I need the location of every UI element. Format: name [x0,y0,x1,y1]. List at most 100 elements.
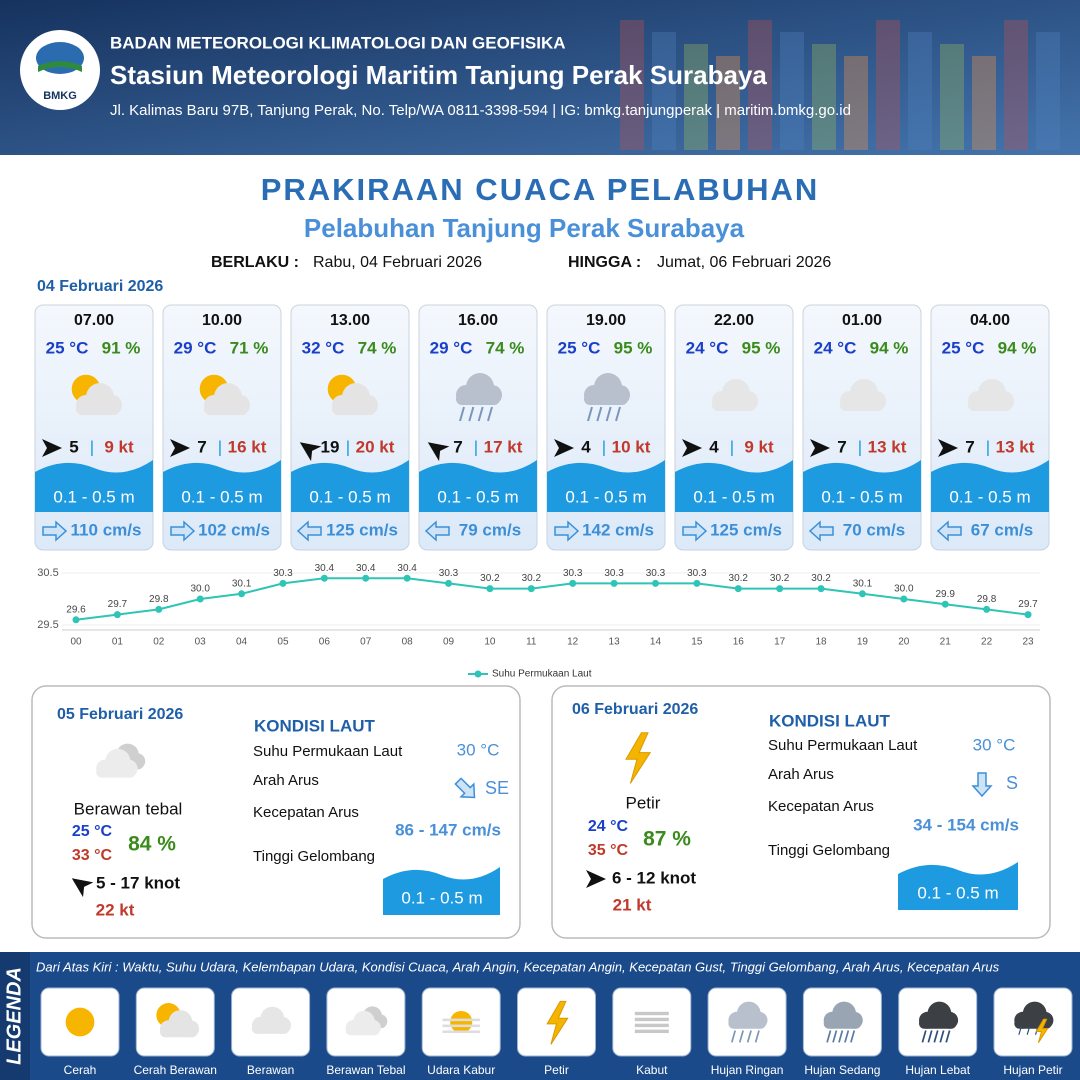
weather-icon [71,374,122,415]
legend-description: Dari Atas Kiri : Waktu, Suhu Udara, Kele… [36,959,1000,974]
rain [850,1030,856,1043]
current-speed: 142 cm/s [582,520,654,539]
wave [547,460,665,512]
separator: | [602,437,606,456]
separator: | [474,437,478,456]
data-point [445,579,453,587]
date: 04 Februari 2026 [37,278,163,295]
weather-icon [96,743,146,778]
time: 10.00 [202,312,242,329]
weather-icon [584,373,630,422]
humidity: 71 % [230,338,269,357]
wind-range: 5 - 17 knot [96,873,180,892]
data-point [610,579,618,587]
wind-arrow [71,878,94,898]
sun [65,1007,95,1037]
temperature: 29 °C [430,338,473,357]
current-arrow [936,520,962,542]
header-deco [1004,20,1028,150]
temp-max: 33 °C [72,847,113,864]
sea-label: Tinggi Gelombang [768,842,890,859]
cloud [251,1023,290,1034]
sea-label: Suhu Permukaan Laut [768,737,918,754]
data-point [527,585,535,593]
current-arrow [170,520,196,542]
value-label: 29.8 [977,594,997,605]
current-arrow [454,777,476,799]
wind-arrow [554,439,574,457]
rain [844,1030,850,1043]
x-tick-label: 18 [815,637,827,648]
legend-item: Hujan Petir [1003,1063,1062,1077]
value-label: 30.2 [522,573,542,584]
wind-arrow [682,439,702,457]
weather-icon [345,1006,388,1036]
data-point [238,590,246,598]
data-point [72,616,80,624]
rain [945,1030,951,1043]
rain [838,1030,844,1043]
header-deco [652,32,676,150]
cloud [456,393,500,405]
value-label: 30.3 [273,568,293,579]
wind-range: 6 - 12 knot [612,868,696,887]
validity-label: BERLAKU : [211,254,299,271]
gust: 9 kt [744,437,774,456]
legend-item: Udara Kabur [427,1063,495,1077]
rain [615,406,621,422]
address: Jl. Kalimas Baru 97B, Tanjung Perak, No.… [110,102,851,119]
wind-arrow [938,439,958,457]
weather-icon [456,373,502,422]
header-deco [620,20,644,150]
separator: | [730,437,734,456]
lightning [1035,1018,1049,1044]
time: 22.00 [714,312,754,329]
x-tick-label: 01 [112,637,124,648]
data-point [320,574,328,582]
weather-icon [634,1011,669,1034]
header-deco [940,44,964,150]
current-speed: 125 cm/s [710,520,782,539]
value-label: 30.2 [729,573,749,584]
x-tick-label: 11 [526,637,537,648]
x-tick-label: 13 [609,637,621,648]
data-point [113,611,121,619]
value-label: 30.2 [811,573,831,584]
weather-icon [65,1007,95,1037]
value-label: 29.7 [108,599,128,610]
condition: Petir [626,793,661,812]
wind-speed: 7 [197,437,206,456]
weather-icon [442,1010,480,1034]
header-deco [908,32,932,150]
y-tick-label: 29.5 [37,619,58,631]
temp-min: 25 °C [72,823,113,840]
legend-item: Petir [544,1063,569,1077]
current-speed: 67 cm/s [971,520,1033,539]
rain [746,1030,752,1043]
current-arrow [971,772,993,798]
wave-height: 0.1 - 0.5 m [309,487,390,506]
legend-label: Suhu Permukaan Laut [492,669,592,680]
wind-speed: 7 [837,437,846,456]
gust: 22 kt [96,900,135,919]
rain [605,406,612,422]
current-speed: 34 - 154 cm/s [913,815,1019,834]
data-point [734,585,742,593]
header-deco [844,56,868,150]
gust: 17 kt [484,437,523,456]
haze [442,1024,480,1028]
humidity: 87 % [643,828,691,851]
sea-temperature: 30 °C [973,735,1016,754]
time: 04.00 [970,312,1010,329]
x-tick-label: 02 [153,637,165,648]
cloud [919,1018,957,1029]
separator: | [858,437,862,456]
wave [35,460,153,512]
x-tick-label: 10 [484,637,496,648]
wind-arrow [170,439,190,457]
separator: | [218,437,222,456]
value-label: 30.0 [894,584,914,595]
data-point [817,585,825,593]
value-label: 30.4 [356,563,376,574]
wave [803,460,921,512]
